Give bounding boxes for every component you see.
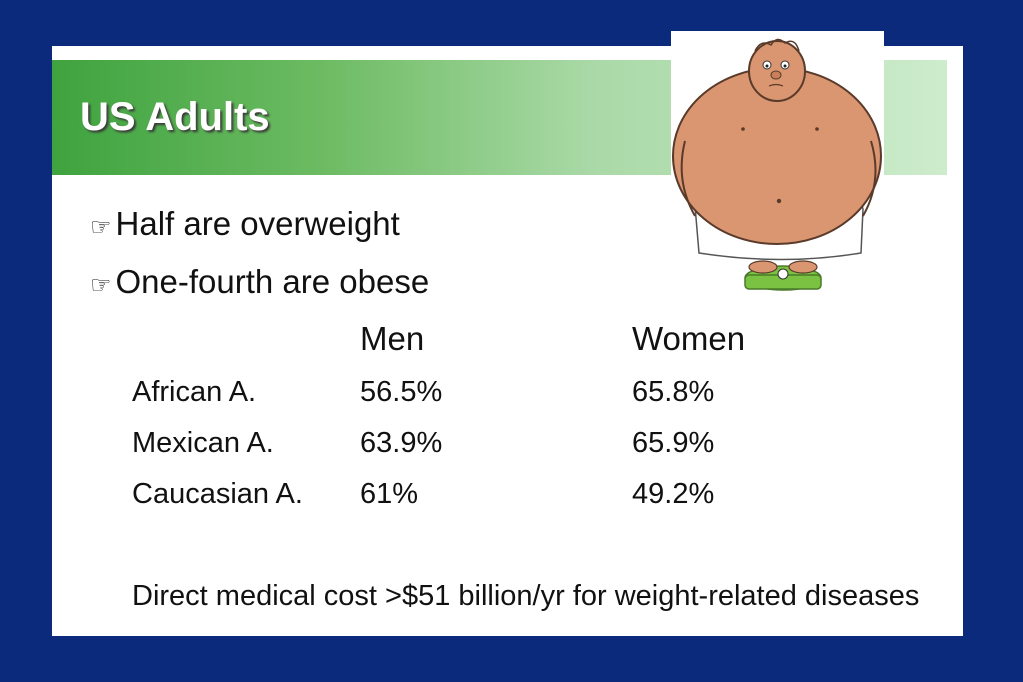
bullet-item: ☞ Half are overweight [90, 205, 400, 243]
row-men-value: 61% [360, 478, 419, 510]
row-label: Caucasian A. [132, 478, 303, 510]
overweight-man-illustration [671, 31, 884, 299]
row-women-value: 49.2% [632, 478, 715, 510]
bullet-item: ☞ One-fourth are obese [90, 263, 429, 301]
bullet-text: Half are overweight [115, 205, 400, 242]
row-men-value: 63.9% [360, 427, 443, 459]
row-women-value: 65.8% [632, 376, 715, 408]
slide-title: US Adults [80, 95, 270, 139]
table-header-men: Men [360, 320, 425, 357]
pointing-hand-icon: ☞ [90, 214, 112, 241]
row-men-value: 56.5% [360, 376, 443, 408]
overweight-man-drawing [672, 38, 882, 291]
bullet-text: One-fourth are obese [115, 263, 430, 300]
table-header-women: Women [632, 320, 746, 357]
pointing-hand-icon: ☞ [90, 272, 112, 299]
cost-note: Direct medical cost >$51 billion/yr for … [132, 580, 920, 612]
row-women-value: 65.9% [632, 427, 715, 459]
row-label: African A. [132, 376, 257, 408]
row-label: Mexican A. [132, 427, 274, 459]
